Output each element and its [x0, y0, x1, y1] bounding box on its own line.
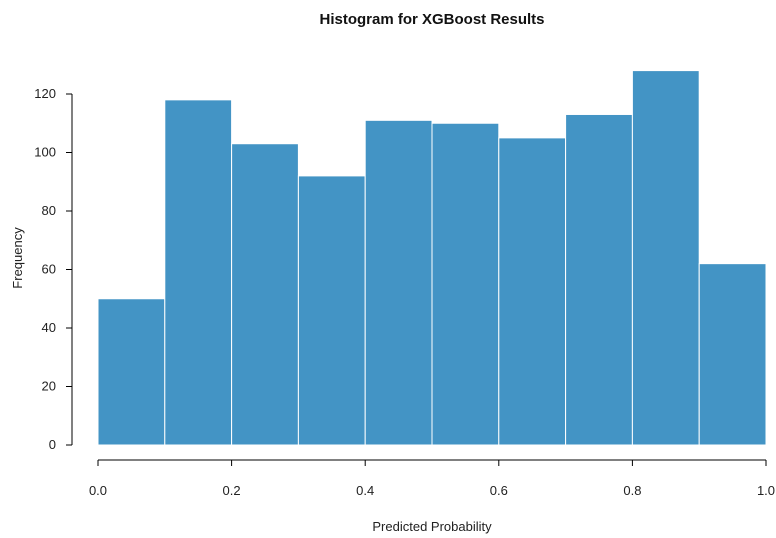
histogram-bar: [431, 122, 500, 446]
histogram-bars: [97, 70, 767, 446]
x-tick-label: 0.2: [223, 483, 241, 498]
x-tick-label: 0.4: [356, 483, 374, 498]
y-tick-label: 60: [42, 262, 56, 277]
histogram-bar: [164, 99, 233, 446]
y-tick-label: 20: [42, 379, 56, 394]
chart-title: Histogram for XGBoost Results: [319, 11, 544, 28]
histogram-bar: [631, 70, 700, 446]
x-tick-label: 0.8: [623, 483, 641, 498]
histogram-bar: [565, 113, 633, 446]
x-tick-label: 1.0: [757, 483, 775, 498]
y-tick-label: 80: [42, 203, 56, 218]
histogram-bar: [498, 137, 567, 446]
histogram-bar: [97, 298, 166, 446]
y-tick-label: 0: [49, 437, 56, 452]
y-tick-label: 120: [34, 86, 56, 101]
x-tick-label: 0.0: [89, 483, 107, 498]
y-axis-title: Frequency: [10, 227, 25, 289]
x-axis-ticks: 0.0 0.2 0.4 0.6 0.8 1.0: [89, 460, 775, 498]
y-tick-label: 40: [42, 320, 56, 335]
x-axis-title: Predicted Probability: [372, 519, 492, 534]
histogram-bar: [231, 143, 299, 446]
y-axis-ticks: 0 20 40 60 80 100 120: [34, 86, 72, 452]
histogram-bar: [297, 175, 366, 446]
histogram-bar: [364, 119, 433, 446]
x-tick-label: 0.6: [490, 483, 508, 498]
histogram-bar: [698, 263, 767, 446]
y-tick-label: 100: [34, 145, 56, 160]
